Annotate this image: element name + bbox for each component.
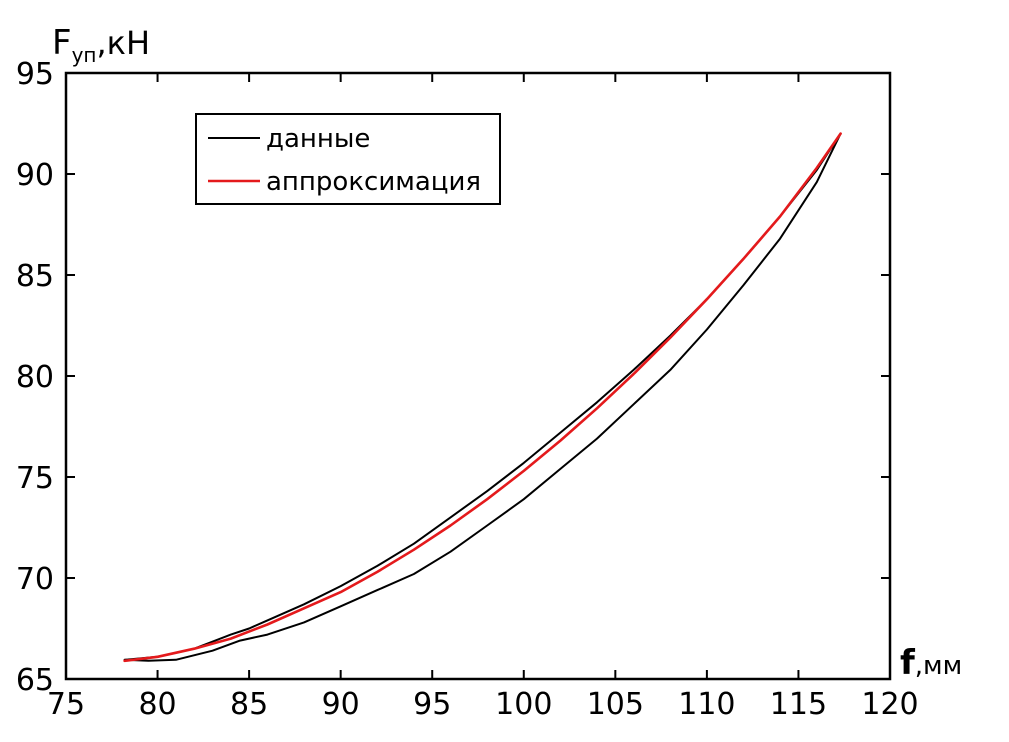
x-tick-label: 80 [138, 687, 176, 722]
x-tick-label: 105 [587, 687, 644, 722]
y-tick-label: 65 [16, 663, 54, 698]
legend: данные аппроксимация [195, 113, 501, 205]
series-line-1 [123, 132, 842, 662]
y-tick-label: 90 [16, 158, 54, 193]
svg-text:f,мм: f,мм [900, 643, 962, 683]
x-tick-label: 95 [413, 687, 451, 722]
series-line-2 [123, 132, 842, 663]
y-axis-title-unit: ,кН [96, 24, 150, 62]
y-tick-label: 95 [16, 57, 54, 92]
x-tick-label: 90 [322, 687, 360, 722]
y-tick-label: 75 [16, 461, 54, 496]
y-tick-label: 70 [16, 562, 54, 597]
x-tick-label: 110 [678, 687, 735, 722]
x-tick-label: 75 [47, 687, 85, 722]
x-tick-label: 85 [230, 687, 268, 722]
legend-box [195, 113, 501, 205]
x-axis-title: f,мм [900, 643, 962, 683]
legend-label: аппроксимация [266, 167, 481, 197]
x-axis-title-unit: ,мм [915, 651, 963, 681]
x-tick-label: 120 [861, 687, 918, 722]
series-layer [123, 132, 842, 663]
ticks-layer: 75 80 85 90 95 100 105 110 115 120 65 70 75 80 85 90 95 [16, 57, 919, 722]
y-axis-title: Fуп,кН [52, 23, 150, 67]
plot-frame [64, 71, 892, 681]
x-tick-label: 115 [770, 687, 827, 722]
x-axis-title-main: f [900, 643, 916, 683]
y-axis-title-sub: уп [72, 43, 97, 67]
y-axis-title-main: F [52, 23, 72, 63]
legend-label: данные [266, 124, 370, 154]
y-tick-label: 80 [16, 360, 54, 395]
y-tick-label: 85 [16, 259, 54, 294]
x-tick-label: 100 [495, 687, 552, 722]
svg-text:Fуп,кН: Fуп,кН [52, 23, 150, 67]
